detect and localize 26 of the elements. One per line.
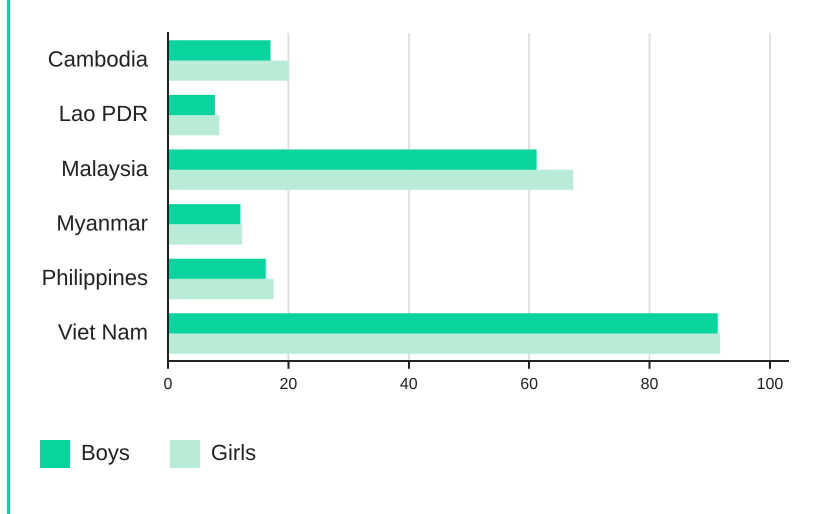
y-tick-label: Viet Nam [58,320,148,345]
bar [169,94,215,116]
bar [169,60,288,81]
y-tick-label: Cambodia [48,46,149,72]
bar [169,278,274,300]
x-tick-label: 20 [279,376,298,393]
bar [169,150,536,170]
y-tick-label: Philippines [42,264,148,290]
x-tick-label: 60 [520,376,538,393]
x-tick-label: 100 [756,376,784,393]
bar [169,313,718,334]
bar [169,40,270,60]
legend-label: Girls [210,440,256,466]
y-tick-label: Malaysia [61,156,149,181]
y-tick-label: Lao PDR [58,101,148,126]
bar [169,115,220,136]
y-tick-label: Myanmar [56,210,148,236]
bar [169,334,720,354]
x-tick-label: 40 [400,376,418,393]
bar [169,258,266,279]
bar [169,224,242,244]
x-tick-label: 80 [640,376,659,393]
bar [169,170,574,190]
x-tick-label: 0 [164,376,173,393]
legend-label: Boys [81,440,130,466]
bar [169,204,240,224]
